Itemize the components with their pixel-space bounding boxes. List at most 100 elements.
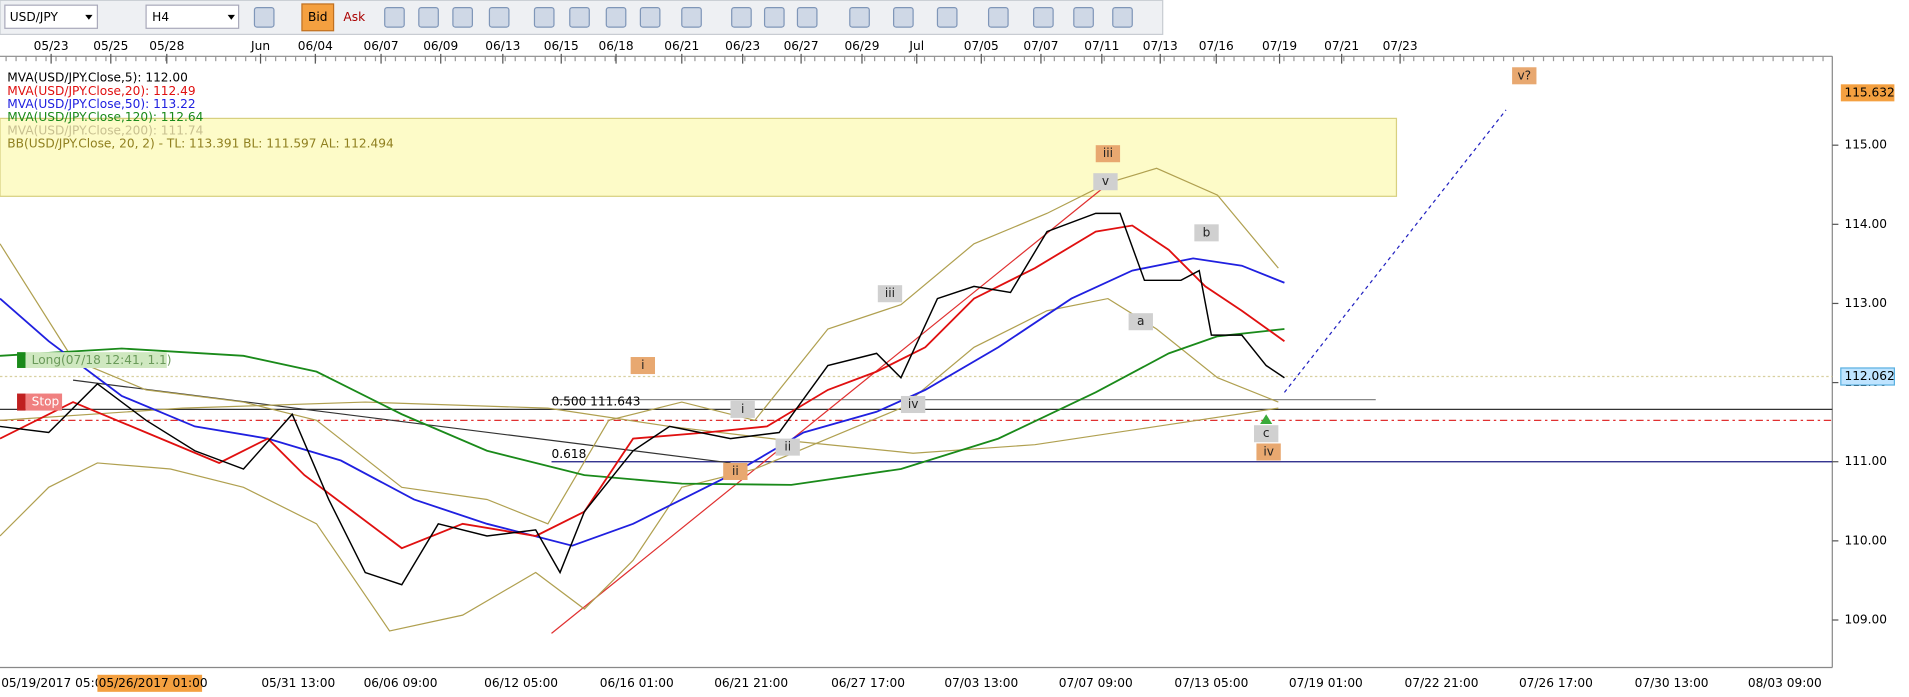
tool-button[interactable]	[569, 6, 590, 28]
bottom-date: 07/03 13:00	[944, 676, 1018, 690]
wave-label: b	[1203, 225, 1211, 239]
tool-button[interactable]	[763, 6, 785, 28]
wave-box	[730, 400, 755, 418]
bottom-date: 06/21 21:00	[714, 676, 788, 690]
top-date: 06/13	[485, 39, 520, 53]
bottom-date: 06/16 01:00	[600, 676, 674, 690]
wave-box	[723, 462, 748, 480]
price-label: 110.00	[1844, 533, 1887, 547]
long-order: Long(07/18 12:41, 1.1)	[32, 353, 172, 367]
top-date: 07/16	[1199, 39, 1234, 53]
wave-label: ii	[784, 440, 791, 454]
tool-button[interactable]	[796, 6, 818, 28]
long-box	[25, 352, 167, 368]
fib-label: 0.618	[552, 447, 587, 461]
price-tag	[1840, 367, 1895, 386]
bottom-date: 05/31 13:00	[261, 676, 335, 690]
caret	[85, 14, 93, 20]
wave-box	[900, 395, 926, 414]
wave-label: c	[1263, 426, 1270, 440]
indicator-legend: MVA(USD/JPY.Close,120): 112.64	[7, 110, 203, 124]
bottom-date: 06/27 17:00	[831, 676, 905, 690]
top-date: 07/19	[1262, 39, 1297, 53]
tool-button[interactable]	[987, 6, 1009, 28]
bollinger-lower	[0, 297, 1279, 632]
order-marker	[17, 393, 26, 411]
top-date: 06/27	[784, 39, 819, 53]
chart-layer: 05/23 05/25 05/28 Jun 06/04 06/07 06/09 06/13 06…	[1, 39, 1895, 692]
top-date: 07/11	[1084, 39, 1119, 53]
price-label: 109.00	[1844, 612, 1887, 626]
highlight-zone	[0, 117, 1398, 197]
wave-label: ii	[732, 464, 739, 478]
top-date: 07/21	[1324, 39, 1359, 53]
tool-button[interactable]	[1033, 6, 1054, 28]
bottom-date: 07/07 09:00	[1059, 676, 1133, 690]
cursor-date-box	[97, 674, 203, 692]
top-date: 07/07	[1023, 39, 1058, 53]
buy-arrow	[1260, 414, 1273, 424]
indicator-legend: MVA(USD/JPY.Close,50): 113.22	[7, 97, 195, 111]
current-price: 112.062	[1844, 369, 1894, 383]
wave-box	[1128, 313, 1153, 331]
mva-200	[0, 401, 1279, 454]
tool-button[interactable]	[893, 6, 914, 28]
tool-button[interactable]	[1073, 6, 1094, 28]
price-label: 111.00	[1844, 454, 1887, 468]
bottom-date: 07/26 17:00	[1519, 676, 1593, 690]
trend-line	[551, 188, 1103, 634]
stop-order: Stop	[32, 395, 60, 409]
price-label: 113.00	[1844, 296, 1887, 310]
tool-button[interactable]	[533, 6, 555, 28]
top-date: 06/09	[423, 39, 458, 53]
indicator-legend: MVA(USD/JPY.Close,5): 112.00	[7, 71, 188, 85]
top-date: 06/21	[664, 39, 699, 53]
fib-label: 0.500 111.643	[552, 395, 641, 409]
wave-box	[1093, 173, 1118, 191]
mva-50	[0, 257, 1285, 547]
bottom-date: 07/30 13:00	[1635, 676, 1709, 690]
top-date: 06/18	[599, 39, 634, 53]
wave-label: i	[741, 402, 744, 416]
tool-button[interactable]	[936, 6, 958, 28]
bottom-date: 05/19/2017 05:00	[1, 676, 110, 690]
top-date: 05/25	[93, 39, 128, 53]
top-date: Jun	[250, 39, 270, 53]
top-date: 07/13	[1143, 39, 1178, 53]
order-marker	[17, 352, 26, 368]
indicator-legend: BB(USD/JPY.Close, 20, 2) - TL: 113.391 B…	[7, 136, 394, 150]
wave-box	[1095, 145, 1121, 163]
top-date: 05/23	[34, 39, 69, 53]
target-price: 115.632	[1844, 85, 1894, 99]
wave-label: iii	[885, 286, 895, 300]
tool-button[interactable]	[418, 6, 439, 28]
top-date: 06/04	[298, 39, 333, 53]
symbol-select[interactable]	[4, 4, 99, 29]
timeframe-select[interactable]	[145, 4, 240, 29]
bottom-date: 07/13 05:00	[1174, 676, 1248, 690]
tool-button[interactable]	[639, 6, 661, 28]
bottom-date: 08/03 09:00	[1748, 676, 1822, 690]
wave-label: iii	[1103, 146, 1113, 160]
top-date: Jul	[908, 39, 924, 53]
bottom-date: 07/19 01:00	[1289, 676, 1363, 690]
top-date: 06/07	[364, 39, 399, 53]
symbol: USD/JPY	[10, 10, 59, 24]
wave-box	[877, 285, 903, 303]
wave-label: i	[641, 358, 644, 372]
tool-button[interactable]	[452, 6, 473, 28]
tool-button[interactable]	[1112, 6, 1133, 28]
top-date: 06/29	[844, 39, 879, 53]
top-date: 07/05	[964, 39, 999, 53]
tool-button[interactable]	[731, 6, 752, 28]
bid-button[interactable]	[301, 3, 335, 32]
tool-button[interactable]	[681, 6, 702, 28]
tool-button[interactable]	[488, 6, 510, 28]
tool-button[interactable]	[605, 6, 627, 28]
tool-button[interactable]	[384, 6, 405, 28]
tool-button[interactable]	[849, 6, 870, 28]
tool-button[interactable]	[253, 6, 275, 28]
wave-label: iv	[908, 397, 919, 411]
